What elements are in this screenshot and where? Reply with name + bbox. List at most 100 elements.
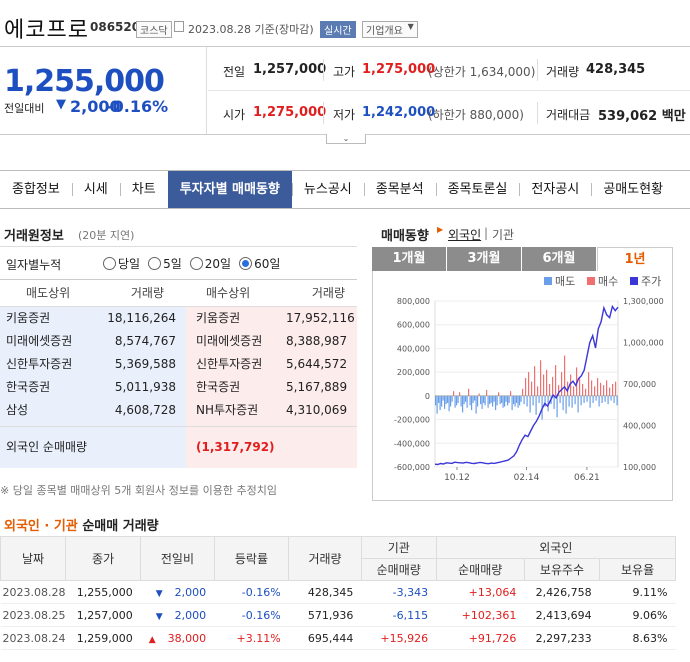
company-overview-select[interactable]: 기업개요 ▼ xyxy=(362,21,418,38)
institution-link[interactable]: 기관 xyxy=(492,228,515,242)
radio-label: 20일 xyxy=(204,257,232,271)
tab-news[interactable]: 뉴스공시 xyxy=(291,171,364,208)
col-change: 전일비 xyxy=(140,536,215,581)
volume-bar xyxy=(466,395,468,408)
volume-bar xyxy=(561,372,563,396)
broker-sell-name: 키움증권 xyxy=(0,307,100,330)
title-institution: 기관 xyxy=(53,519,78,534)
broker-sell-name: 미래에셋증권 xyxy=(0,330,100,353)
chart-frame xyxy=(372,271,673,501)
cell-rate: -0.16% xyxy=(214,603,289,627)
radio-label: 5일 xyxy=(163,257,182,271)
volume-bar xyxy=(442,395,444,401)
volume-bar xyxy=(498,392,500,396)
volume-bar xyxy=(499,395,501,405)
volume-bar xyxy=(565,395,567,414)
broker-title: 거래원정보 xyxy=(4,229,64,244)
volume-bar xyxy=(462,395,464,413)
cell-volume: 695,444 xyxy=(288,626,362,650)
tab-analysis[interactable]: 종목분석 xyxy=(363,171,436,208)
radio-20day[interactable]: 20일 xyxy=(189,255,232,272)
radio-circle xyxy=(189,257,203,270)
volume-bar xyxy=(547,395,549,412)
volume-bar xyxy=(460,395,462,407)
volume-bar xyxy=(556,395,558,418)
cell-volume: 428,345 xyxy=(288,580,362,604)
collapse-toggle[interactable]: ⌄ xyxy=(326,134,366,144)
volume-bar xyxy=(553,395,555,409)
tab-short-selling[interactable]: 공매도현황 xyxy=(591,171,675,208)
period-tab-1m[interactable]: 1개월 xyxy=(372,247,447,271)
volume-bar xyxy=(516,395,518,403)
x-tick-label: 06.21 xyxy=(574,473,600,483)
prev-label: 전일 xyxy=(223,65,246,79)
volume-bar xyxy=(531,381,533,396)
volume-bar xyxy=(546,369,548,396)
tab-investor-trading[interactable]: 투자자별 매매동향 xyxy=(167,171,292,208)
period-tab-6m[interactable]: 6개월 xyxy=(522,247,597,271)
volume-bar xyxy=(441,395,443,407)
broker-sell-volume: 8,574,767 xyxy=(100,330,186,353)
volume-bar xyxy=(562,395,564,411)
y-tick-label: -400,000 xyxy=(394,439,430,448)
volume-bar xyxy=(520,395,522,402)
stats-divider xyxy=(208,90,690,91)
radio-today[interactable]: 당일 xyxy=(103,255,140,272)
y-tick-label: -200,000 xyxy=(394,416,430,425)
tab-quotes[interactable]: 시세 xyxy=(71,171,120,208)
tab-chart[interactable]: 차트 xyxy=(119,171,168,208)
broker-sell-volume: 18,116,264 xyxy=(100,307,186,330)
realtime-button[interactable]: 실시간 xyxy=(320,21,356,38)
volume-bar xyxy=(445,395,447,405)
x-tick-label: 10.12 xyxy=(444,473,470,483)
stat-divider xyxy=(537,59,538,81)
y-tick-label: 400,000 xyxy=(397,344,430,353)
cell-foreign-net: +91,726 xyxy=(436,626,525,650)
volume-bar xyxy=(594,386,596,396)
col-foreign-group: 외국인 xyxy=(435,536,677,559)
volume-bar xyxy=(591,380,593,396)
volume-bar xyxy=(600,382,602,396)
prev-close: 1,257,000 xyxy=(253,62,327,77)
foreign-link[interactable]: 외국인 xyxy=(448,228,482,242)
volume-bar xyxy=(585,388,587,396)
radio-circle-selected xyxy=(239,257,253,270)
tab-disclosure[interactable]: 전자공시 xyxy=(519,171,591,208)
chevron-down-icon: ▼ xyxy=(407,22,414,31)
change-value: 38,000 xyxy=(167,631,207,645)
title-rest: 순매매 거래량 xyxy=(77,519,159,534)
cell-change: ▼ 2,000 xyxy=(140,603,215,627)
col-ratio: 보유율 xyxy=(599,558,676,581)
cell-ratio: 8.63% xyxy=(599,626,676,650)
broker-buy-name: NH투자증권 xyxy=(186,399,286,422)
broker-sell-volume: 5,011,938 xyxy=(100,376,186,399)
tab-overview[interactable]: 종합정보 xyxy=(12,182,60,197)
volume-bar xyxy=(490,395,492,403)
period-tabs: 1개월 3개월 6개월 1년 xyxy=(372,247,673,271)
volume-bar xyxy=(579,378,581,396)
broker-table: 매도상위 거래량 매수상위 거래량 키움증권 18,116,264 키움증권 17,9… xyxy=(0,279,357,468)
volume-bar xyxy=(504,395,506,407)
current-price: 1,255,000 xyxy=(4,64,165,99)
period-tab-3m[interactable]: 3개월 xyxy=(447,247,522,271)
tab-discussion[interactable]: 종목토론실 xyxy=(435,171,520,208)
period-tab-1y[interactable]: 1년 xyxy=(597,247,673,271)
volume-bar xyxy=(609,387,611,396)
volume-bar xyxy=(538,395,540,403)
broker-buy-name: 한국증권 xyxy=(186,376,286,399)
col-rate: 등락률 xyxy=(213,536,290,581)
volume-bar xyxy=(465,395,467,402)
price-box xyxy=(0,47,207,135)
trading-trend-title: 매매동향 xyxy=(381,229,429,244)
radio-5day[interactable]: 5일 xyxy=(148,255,182,272)
radio-60day[interactable]: 60일 xyxy=(239,255,280,272)
trade-table-wrap: 날짜 종가 전일비 등락률 거래량 기관 외국인 순매매량 순매매량 보유주수 … xyxy=(0,536,677,650)
volume-bar xyxy=(480,395,482,405)
volume-bar xyxy=(586,395,588,402)
volume-bar xyxy=(444,395,446,409)
table-row: 2023.08.25 1,257,000 ▼ 2,000 -0.16% 571,936 -6… xyxy=(0,603,676,627)
table-row: 2023.08.28 1,255,000 ▼ 2,000 -0.16% 428,345 -3… xyxy=(0,580,676,604)
high-price: 1,275,000 xyxy=(362,62,436,77)
y-tick-label: -600,000 xyxy=(394,463,430,472)
volume-bar xyxy=(570,374,572,396)
